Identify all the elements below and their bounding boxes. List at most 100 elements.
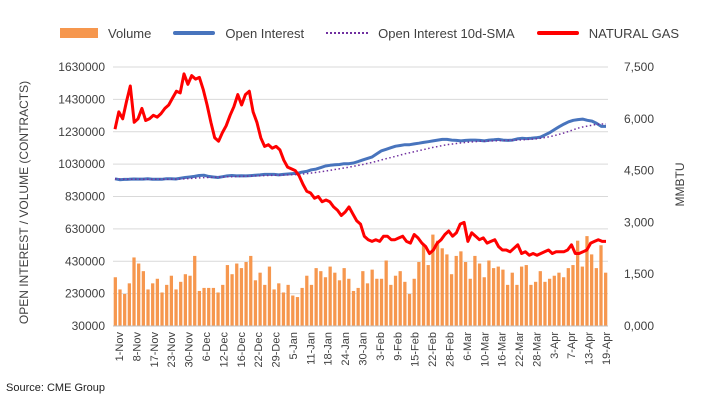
legend-label-open-interest: Open Interest [225,25,305,41]
x-tick-label: 15-Feb [410,332,422,367]
volume-bar [403,281,407,326]
y-right-tick-label: 7,500 [624,60,654,74]
volume-bar [263,284,267,326]
volume-bar [342,268,346,326]
y-left-tick-labels: 30000 230000 430000 630000 830000 1030000 1230… [58,60,105,333]
volume-bar [459,251,463,326]
volume-bar [253,280,258,326]
volume-bar [576,240,580,326]
x-tick-label: 24-Jan [340,332,352,366]
volume-bar [328,266,332,326]
volume-bar [510,272,514,326]
y-left-tick-label: 1230000 [58,125,105,139]
y-left-tick-label: 1030000 [58,157,105,171]
y-left-tick-label: 630000 [65,222,105,236]
x-tick-label: 22-Dec [253,332,265,368]
legend-label-open-interest-sma: Open Interest 10d-SMA [378,25,515,41]
volume-bar [370,269,374,326]
volume-bar [281,292,286,326]
x-tick-label: 19-Apr [601,332,613,365]
x-tick-label: 12-Dec [218,332,230,368]
volume-bar [225,265,230,326]
volume-bar [179,281,183,326]
volume-bar [221,284,225,326]
volume-bar [347,278,351,326]
volume-bar [375,278,379,326]
volume-bar [524,265,528,326]
volume-bar [113,277,117,326]
x-tick-label: 30-Nov [184,332,196,368]
x-tick-label: 5-Jan [288,332,300,360]
x-tick-label: 6-Mar [462,332,474,361]
volume-bar [249,255,253,326]
volume-bar [594,268,598,326]
volume-bar [501,269,505,326]
volume-bar [169,275,174,326]
volume-bar [440,248,444,326]
x-tick-label: 22-Feb [427,332,439,367]
volume-bar [393,275,398,326]
volume-bar [547,278,552,326]
volume-bar [421,245,426,326]
volume-bar [454,255,458,326]
volume-bar [300,287,304,326]
volume-bar [235,263,239,326]
x-tick-label: 7-Apr [566,332,578,359]
volume-bar [426,265,430,326]
x-tick-label: 29-Dec [271,332,283,368]
x-tick-label: 6-Dec [201,332,213,362]
volume-bar [379,278,384,326]
volume-bar [165,284,169,326]
volume-bar [267,266,272,326]
volume-bar [183,274,188,326]
volume-bar [491,268,496,326]
y-left-tick-label: 230000 [65,287,105,301]
legend-label-natural-gas: NATURAL GAS [588,25,680,41]
volume-bar [519,266,524,326]
x-tick-label: 13-Apr [584,332,596,365]
legend-item-natural-gas: NATURAL GAS [536,25,680,41]
volume-bar [333,272,337,326]
volume-bar [230,274,234,326]
volume-bar [529,284,533,326]
volume-bar [356,287,360,326]
y-left-tick-label: 1630000 [58,60,105,74]
volume-bar [543,281,547,326]
volume-bar [137,263,141,326]
volume-bar [193,255,197,326]
volume-bar [151,283,155,326]
volume-bar [417,262,421,326]
volume-bar [604,272,608,326]
legend-item-open-interest-sma: Open Interest 10d-SMA [326,26,515,41]
volume-bar [123,294,127,326]
y-right-axis-title: MMBTU [673,163,687,207]
x-tick-label: 30-Jan [358,332,370,366]
volume-bar [487,260,491,326]
volume-bar [295,297,300,326]
volume-bar [277,283,281,326]
volume-bar [384,260,388,326]
volume-bar [477,263,482,326]
legend-item-open-interest: Open Interest [173,26,304,41]
volume-bar [118,289,122,326]
volume-bar [449,274,454,326]
volume-bar [211,287,216,326]
volume-bar [473,255,477,326]
volume-bar [132,257,136,326]
y-right-tick-label: 0,000 [624,319,654,333]
x-tick-label: 9-Feb [392,332,404,361]
volume-bar [389,284,393,326]
volume-bar [482,277,486,326]
x-tick-label: 23-Nov [166,332,178,368]
volume-bar [515,284,519,326]
y-right-tick-label: 6,000 [624,112,654,126]
legend-item-volume: Volume [60,26,151,41]
volume-bar [361,271,365,326]
volume-bar [538,271,542,326]
x-tick-label: 16-Dec [236,332,248,368]
volume-bar [127,283,131,326]
source-note: Source: CME Group [6,382,106,394]
x-tick-label: 8-Nov [131,332,143,362]
volume-bar [445,254,449,326]
volume-bar [557,272,561,326]
